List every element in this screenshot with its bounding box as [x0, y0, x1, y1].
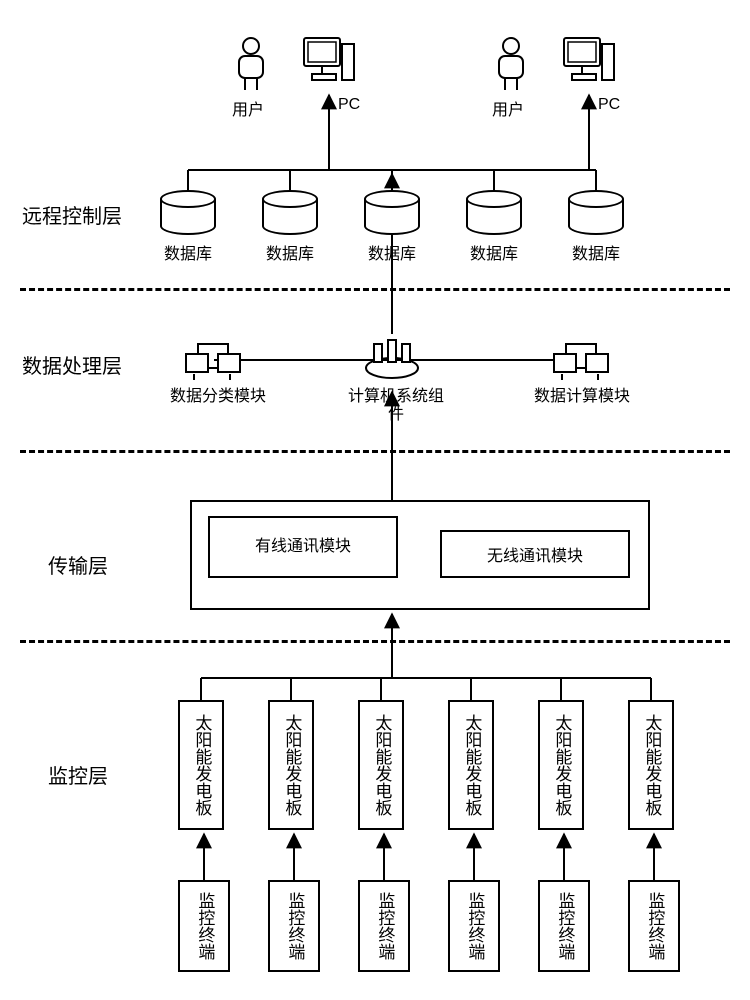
- monitor-terminal-box: 监控终端: [538, 880, 590, 972]
- solar-panel-box: 太阳能发电板: [268, 700, 314, 830]
- database-icon: [568, 190, 624, 236]
- computer-system-label: 计算机系统组件: [346, 388, 446, 425]
- database-icon: [262, 190, 318, 236]
- database-icon: [160, 190, 216, 236]
- layer-label-process: 数据处理层: [22, 350, 122, 379]
- pc-label: PC: [598, 96, 620, 114]
- user-icon: [492, 36, 530, 92]
- database-icon: [364, 190, 420, 236]
- divider: [20, 640, 730, 643]
- solar-panel-box: 太阳能发电板: [178, 700, 224, 830]
- module-icon: [180, 340, 244, 384]
- database-label: 数据库: [266, 240, 314, 264]
- wireless-comm-box: 无线通讯模块: [440, 530, 630, 578]
- monitor-terminal-box: 监控终端: [628, 880, 680, 972]
- monitor-terminal-box: 监控终端: [358, 880, 410, 972]
- monitor-terminal-box: 监控终端: [178, 880, 230, 972]
- divider: [20, 450, 730, 453]
- pc-label: PC: [338, 96, 360, 114]
- user-icon: [232, 36, 270, 92]
- divider: [20, 288, 730, 291]
- database-label: 数据库: [572, 240, 620, 264]
- monitor-terminal-box: 监控终端: [268, 880, 320, 972]
- layer-label-remote: 远程控制层: [22, 200, 122, 229]
- user-label: 用户: [492, 96, 524, 120]
- user-label: 用户: [232, 96, 264, 120]
- wired-comm-box: 有线通讯模块: [208, 516, 398, 578]
- pc-icon: [560, 34, 618, 90]
- database-label: 数据库: [470, 240, 518, 264]
- data-compute-label: 数据计算模块: [532, 388, 632, 406]
- database-label: 数据库: [368, 240, 416, 264]
- database-icon: [466, 190, 522, 236]
- architecture-diagram: 远程控制层 数据处理层 传输层 监控层: [0, 0, 750, 1000]
- hub-icon: [364, 338, 420, 384]
- monitor-terminal-box: 监控终端: [448, 880, 500, 972]
- solar-panel-box: 太阳能发电板: [628, 700, 674, 830]
- database-label: 数据库: [164, 240, 212, 264]
- solar-panel-box: 太阳能发电板: [358, 700, 404, 830]
- pc-icon: [300, 34, 358, 90]
- solar-panel-box: 太阳能发电板: [448, 700, 494, 830]
- data-classify-label: 数据分类模块: [168, 388, 268, 406]
- layer-label-monitor: 监控层: [48, 760, 108, 789]
- module-icon: [548, 340, 612, 384]
- layer-label-transport: 传输层: [48, 550, 108, 579]
- solar-panel-box: 太阳能发电板: [538, 700, 584, 830]
